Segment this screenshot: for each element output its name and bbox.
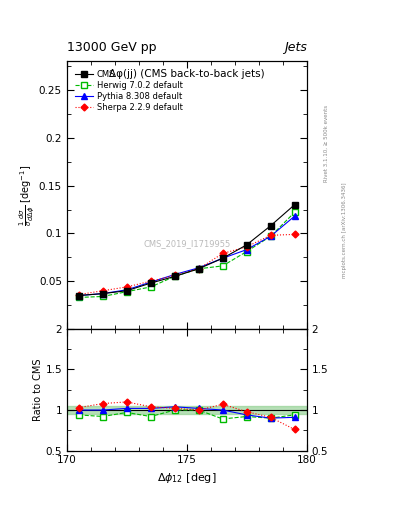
Pythia 8.308 default [220, 255, 225, 261]
CMS [125, 288, 129, 294]
Line: Sherpa 2.2.9 default: Sherpa 2.2.9 default [76, 232, 297, 297]
Sherpa 2.2.9 default [125, 284, 129, 290]
Herwig 7.0.2 default [196, 266, 201, 272]
Herwig 7.0.2 default [268, 233, 273, 239]
Herwig 7.0.2 default [292, 209, 297, 216]
Sherpa 2.2.9 default [268, 232, 273, 239]
Herwig 7.0.2 default [220, 263, 225, 269]
Pythia 8.308 default [76, 292, 81, 298]
CMS [76, 292, 81, 298]
Line: Herwig 7.0.2 default: Herwig 7.0.2 default [76, 209, 298, 300]
Y-axis label: $\frac{1}{\sigma}\frac{d\sigma}{d\Delta\phi}$ [deg$^{-1}$]: $\frac{1}{\sigma}\frac{d\sigma}{d\Delta\… [17, 165, 36, 226]
Pythia 8.308 default [268, 233, 273, 239]
Sherpa 2.2.9 default [76, 291, 81, 297]
Pythia 8.308 default [292, 213, 297, 219]
Sherpa 2.2.9 default [292, 231, 297, 238]
Herwig 7.0.2 default [244, 248, 249, 254]
Bar [67, 406, 307, 414]
Text: Δφ(jj) (CMS back-to-back jets): Δφ(jj) (CMS back-to-back jets) [109, 70, 264, 79]
Herwig 7.0.2 default [149, 284, 153, 290]
Y-axis label: Ratio to CMS: Ratio to CMS [33, 358, 42, 421]
Pythia 8.308 default [196, 265, 201, 271]
Line: Pythia 8.308 default: Pythia 8.308 default [76, 214, 298, 298]
CMS [292, 202, 297, 208]
Text: Rivet 3.1.10, ≥ 500k events: Rivet 3.1.10, ≥ 500k events [324, 105, 329, 182]
Text: 13000 GeV pp: 13000 GeV pp [67, 41, 156, 54]
Pythia 8.308 default [149, 279, 153, 285]
CMS [220, 255, 225, 261]
Herwig 7.0.2 default [101, 293, 105, 300]
CMS [173, 273, 177, 280]
Sherpa 2.2.9 default [173, 272, 177, 279]
Legend: CMS, Herwig 7.0.2 default, Pythia 8.308 default, Sherpa 2.2.9 default: CMS, Herwig 7.0.2 default, Pythia 8.308 … [73, 68, 184, 114]
X-axis label: $\Delta\phi_{12}$ [deg]: $\Delta\phi_{12}$ [deg] [157, 471, 217, 485]
Pythia 8.308 default [173, 271, 177, 278]
Text: CMS_2019_I1719955: CMS_2019_I1719955 [143, 239, 230, 248]
Text: Jets: Jets [284, 41, 307, 54]
Sherpa 2.2.9 default [101, 288, 105, 294]
Sherpa 2.2.9 default [196, 266, 201, 272]
Text: mcplots.cern.ch [arXiv:1306.3436]: mcplots.cern.ch [arXiv:1306.3436] [342, 183, 347, 278]
CMS [149, 280, 153, 286]
Pythia 8.308 default [101, 290, 105, 296]
Sherpa 2.2.9 default [244, 244, 249, 250]
Herwig 7.0.2 default [76, 294, 81, 301]
Pythia 8.308 default [125, 287, 129, 293]
Line: CMS: CMS [76, 202, 298, 298]
Sherpa 2.2.9 default [220, 250, 225, 257]
CMS [101, 290, 105, 296]
Pythia 8.308 default [244, 247, 249, 253]
Sherpa 2.2.9 default [149, 278, 153, 284]
Herwig 7.0.2 default [173, 273, 177, 280]
Herwig 7.0.2 default [125, 289, 129, 295]
CMS [268, 223, 273, 229]
CMS [244, 242, 249, 248]
CMS [196, 266, 201, 272]
